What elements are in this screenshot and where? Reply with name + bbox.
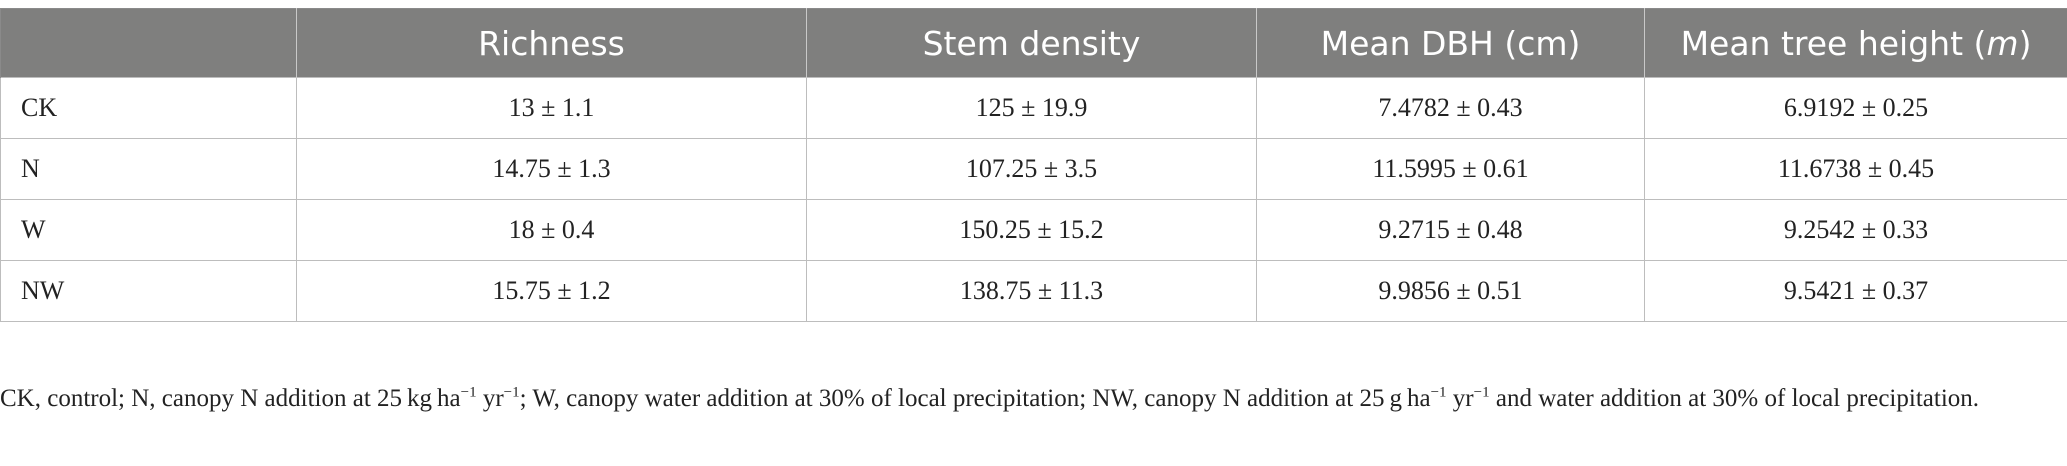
row-label: N [0, 138, 297, 200]
table-row: W 18 ± 0.4 150.25 ± 15.2 9.2715 ± 0.48 9… [0, 199, 2067, 261]
header-mean-tree-height-close: ) [2018, 23, 2032, 63]
cell-richness: 14.75 ± 1.3 [296, 138, 807, 200]
cell-mean-tree-height: 11.6738 ± 0.45 [1644, 138, 2067, 200]
footnote-part-4: yr [1446, 385, 1474, 412]
footnote-superscript-2: −1 [503, 384, 520, 401]
cell-stem-density: 150.25 ± 15.2 [806, 199, 1257, 261]
cell-richness: 15.75 ± 1.2 [296, 260, 807, 322]
footnote-superscript-4: −1 [1473, 384, 1490, 401]
header-mean-tree-height-unit: m [1986, 23, 2019, 63]
header-mean-tree-height-text: Mean tree height ( [1680, 23, 1987, 63]
footnote-superscript-3: −1 [1430, 384, 1447, 401]
cell-mean-tree-height: 9.2542 ± 0.33 [1644, 199, 2067, 261]
cell-mean-tree-height: 9.5421 ± 0.37 [1644, 260, 2067, 322]
footnote-part-2: yr [476, 385, 504, 412]
cell-stem-density: 138.75 ± 11.3 [806, 260, 1257, 322]
row-label: CK [0, 77, 297, 139]
table-row: NW 15.75 ± 1.2 138.75 ± 11.3 9.9856 ± 0.… [0, 260, 2067, 322]
row-label: NW [0, 260, 297, 322]
footnote-superscript-1: −1 [460, 384, 477, 401]
table-row: N 14.75 ± 1.3 107.25 ± 3.5 11.5995 ± 0.6… [0, 138, 2067, 200]
header-richness: Richness [296, 8, 807, 78]
footnote-part-3: ; W, canopy water addition at 30% of loc… [519, 385, 1431, 412]
footnote-part-5: and water addition at 30% of local preci… [1489, 385, 1980, 412]
table-body: CK 13 ± 1.1 125 ± 19.9 7.4782 ± 0.43 6.9… [0, 77, 2067, 322]
cell-richness: 18 ± 0.4 [296, 199, 807, 261]
footnote-part-1: CK, control; N, canopy N addition at 25 … [0, 385, 461, 412]
header-mean-dbh: Mean DBH (cm) [1256, 8, 1645, 78]
table-footnote: CK, control; N, canopy N addition at 25 … [0, 380, 2000, 417]
cell-mean-dbh: 9.2715 ± 0.48 [1256, 199, 1645, 261]
cell-mean-dbh: 7.4782 ± 0.43 [1256, 77, 1645, 139]
header-row: Richness Stem density Mean DBH (cm) Mean… [0, 8, 2067, 78]
table-header: Richness Stem density Mean DBH (cm) Mean… [0, 8, 2067, 78]
cell-richness: 13 ± 1.1 [296, 77, 807, 139]
data-table: Richness Stem density Mean DBH (cm) Mean… [0, 8, 2067, 322]
cell-mean-dbh: 11.5995 ± 0.61 [1256, 138, 1645, 200]
cell-mean-tree-height: 6.9192 ± 0.25 [1644, 77, 2067, 139]
cell-stem-density: 125 ± 19.9 [806, 77, 1257, 139]
cell-stem-density: 107.25 ± 3.5 [806, 138, 1257, 200]
header-treatment [0, 8, 297, 78]
cell-mean-dbh: 9.9856 ± 0.51 [1256, 260, 1645, 322]
table-row: CK 13 ± 1.1 125 ± 19.9 7.4782 ± 0.43 6.9… [0, 77, 2067, 139]
header-stem-density: Stem density [806, 8, 1257, 78]
header-mean-tree-height: Mean tree height (m) [1644, 8, 2067, 78]
row-label: W [0, 199, 297, 261]
